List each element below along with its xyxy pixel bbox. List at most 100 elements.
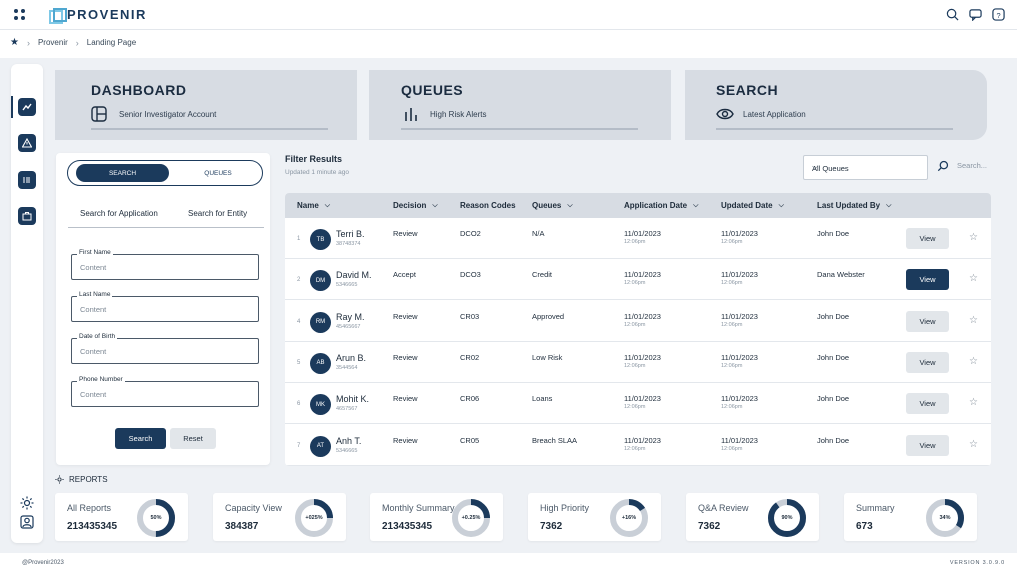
toggle-search[interactable]: SEARCH	[76, 164, 169, 182]
queue-select[interactable]: All Queues ⌵	[803, 155, 928, 180]
view-button[interactable]: View	[906, 393, 949, 415]
updated-date-cell: 11/01/2023 12:06pm	[721, 270, 758, 287]
reason-cell: DCO3	[460, 270, 481, 280]
svg-text:?: ?	[996, 11, 1000, 20]
last-name-field[interactable]: Last Name Content	[71, 291, 259, 322]
favorite-star-icon[interactable]: ☆	[969, 273, 978, 285]
column-header-last-updated-by[interactable]: Last Updated By ⌵	[817, 201, 892, 210]
table-search-input[interactable]: Search...	[957, 161, 988, 170]
column-header-app-date[interactable]: Application Date ⌵	[624, 201, 699, 210]
applicant-name[interactable]: Ray M.	[336, 311, 365, 322]
updated-date-cell: 11/01/2023 12:06pm	[721, 435, 758, 452]
column-header-decision[interactable]: Decision ⌵	[393, 201, 438, 210]
report-card[interactable]: Q&A Review 7362 90%	[686, 493, 819, 541]
favorite-star-icon[interactable]: ☆	[969, 314, 978, 326]
rail-list-icon[interactable]	[18, 171, 36, 189]
reset-button[interactable]: Reset	[170, 428, 216, 449]
dashboard-icon	[91, 106, 107, 122]
user-profile-icon[interactable]	[20, 515, 34, 529]
queue-cell: Credit	[532, 270, 553, 280]
table-row[interactable]: 4 RM Ray M. 45465667 Review CR03 Approved 11/01…	[285, 301, 991, 342]
last-updated-by-cell: John Doe	[817, 394, 850, 404]
report-percent: 90%	[781, 515, 793, 521]
avatar: AT	[310, 435, 331, 457]
favorite-star-icon[interactable]: ☆	[969, 438, 978, 450]
divider	[716, 128, 953, 130]
logo: PROVENIR	[49, 7, 147, 24]
last-updated-by-cell: John Doe	[817, 311, 850, 321]
apps-grid-icon[interactable]	[14, 9, 25, 20]
breadcrumb-item[interactable]: Provenir	[37, 38, 68, 47]
favorite-star-icon[interactable]: ☆	[969, 355, 978, 367]
view-button[interactable]: View	[906, 228, 949, 249]
field-placeholder: Content	[80, 390, 107, 399]
favorite-star-icon[interactable]: ☆	[969, 232, 978, 243]
rail-briefcase-icon[interactable]	[18, 207, 36, 225]
decision-cell: Review	[393, 352, 418, 362]
settings-sun-icon	[55, 475, 64, 484]
view-button[interactable]: View	[906, 434, 949, 456]
report-card[interactable]: Capacity View 384387 +025%	[213, 493, 346, 541]
phone-number-field[interactable]: Phone Number Content	[71, 376, 259, 407]
view-button[interactable]: View	[906, 351, 949, 373]
first-name-field[interactable]: First Name Content	[71, 249, 259, 280]
help-icon[interactable]: ?	[992, 8, 1005, 21]
table-row[interactable]: 1 TB Terri B. 38748374 Review DCO2 N/A 11/01/20…	[285, 218, 991, 259]
dashboard-card[interactable]: DASHBOARD Senior Investigator Account	[55, 70, 357, 140]
column-header-updated-date[interactable]: Updated Date ⌵	[721, 201, 784, 210]
search-icon[interactable]	[946, 8, 959, 21]
report-label: All Reports	[67, 503, 112, 513]
report-label: High Priority	[540, 503, 590, 513]
search-icon[interactable]	[937, 160, 949, 172]
application-date-cell: 11/01/2023 12:06pm	[624, 311, 661, 328]
left-rail	[11, 64, 43, 543]
report-card[interactable]: All Reports 213435345 50%	[55, 493, 188, 541]
applicant-name[interactable]: David M.	[336, 270, 372, 281]
column-header-name[interactable]: Name ⌵	[297, 201, 331, 210]
updated-text: Updated 1 minute ago	[285, 169, 349, 176]
updated-date-cell: 11/01/2023 12:06pm	[721, 394, 758, 411]
column-header-queues[interactable]: Queues ⌵	[532, 201, 573, 210]
breadcrumb-item[interactable]: Landing Page	[86, 38, 137, 47]
tab-search-entity[interactable]: Search for Entity	[188, 209, 248, 218]
report-value: 384387	[225, 521, 259, 532]
view-button[interactable]: View	[906, 310, 949, 332]
applicant-name[interactable]: Terri B.	[336, 229, 365, 239]
application-date-cell: 11/01/2023 12:06pm	[624, 352, 661, 369]
tab-search-application[interactable]: Search for Application	[80, 209, 158, 218]
report-card[interactable]: Monthly Summary 213435345 +0.25%	[370, 493, 503, 541]
table-row[interactable]: 5 AB Arun B. 3544564 Review CR02 Low Risk 11/01…	[285, 342, 991, 383]
report-donut	[926, 499, 964, 537]
filter-results-title: Filter Results	[285, 154, 343, 164]
table-row[interactable]: 6 MK Mohit K. 4657567 Review CR06 Loans 11/01/2…	[285, 383, 991, 425]
report-label: Summary	[856, 503, 895, 513]
reason-cell: CR02	[460, 352, 480, 362]
search-button[interactable]: Search	[115, 428, 166, 449]
rail-trend-icon[interactable]	[18, 98, 36, 116]
report-card[interactable]: Summary 673 34%	[844, 493, 977, 541]
report-value: 213435345	[67, 521, 118, 532]
applicant-name[interactable]: Mohit K.	[336, 394, 370, 405]
logo-text: PROVENIR	[67, 7, 147, 22]
column-header-reason[interactable]: Reason Codes	[460, 201, 516, 210]
queues-card[interactable]: QUEUES High Risk Alerts	[369, 70, 671, 140]
footer	[0, 553, 1017, 573]
applicant-name[interactable]: Arun B.	[336, 352, 367, 363]
applicant-id: 3544564	[336, 364, 358, 371]
applicant-name[interactable]: Anh T.	[336, 435, 362, 446]
search-card[interactable]: SEARCH Latest Application	[685, 70, 987, 140]
date-of-birth-field[interactable]: Date of Birth Content	[71, 333, 259, 364]
rail-alert-icon[interactable]	[18, 134, 36, 152]
report-card[interactable]: High Priority 7362 +16%	[528, 493, 661, 541]
favorite-star-icon[interactable]: ☆	[969, 397, 978, 409]
table-row[interactable]: 7 AT Anh T. 5346665 Review CR05 Breach SLAA 11/…	[285, 425, 991, 466]
chat-icon[interactable]	[969, 8, 982, 21]
toggle-queues[interactable]: QUEUES	[204, 169, 232, 177]
last-updated-by-cell: John Doe	[817, 229, 850, 238]
dashboard-subtitle: Senior Investigator Account	[119, 110, 217, 119]
favorite-star-icon[interactable]: ★	[10, 37, 19, 48]
table-row[interactable]: 2 DM David M. 5346665 Accept DCO3 Credit 11/01/…	[285, 259, 991, 301]
settings-sun-icon[interactable]	[20, 496, 34, 510]
view-button[interactable]: View	[906, 269, 949, 291]
mode-toggle: SEARCH QUEUES	[67, 160, 263, 186]
